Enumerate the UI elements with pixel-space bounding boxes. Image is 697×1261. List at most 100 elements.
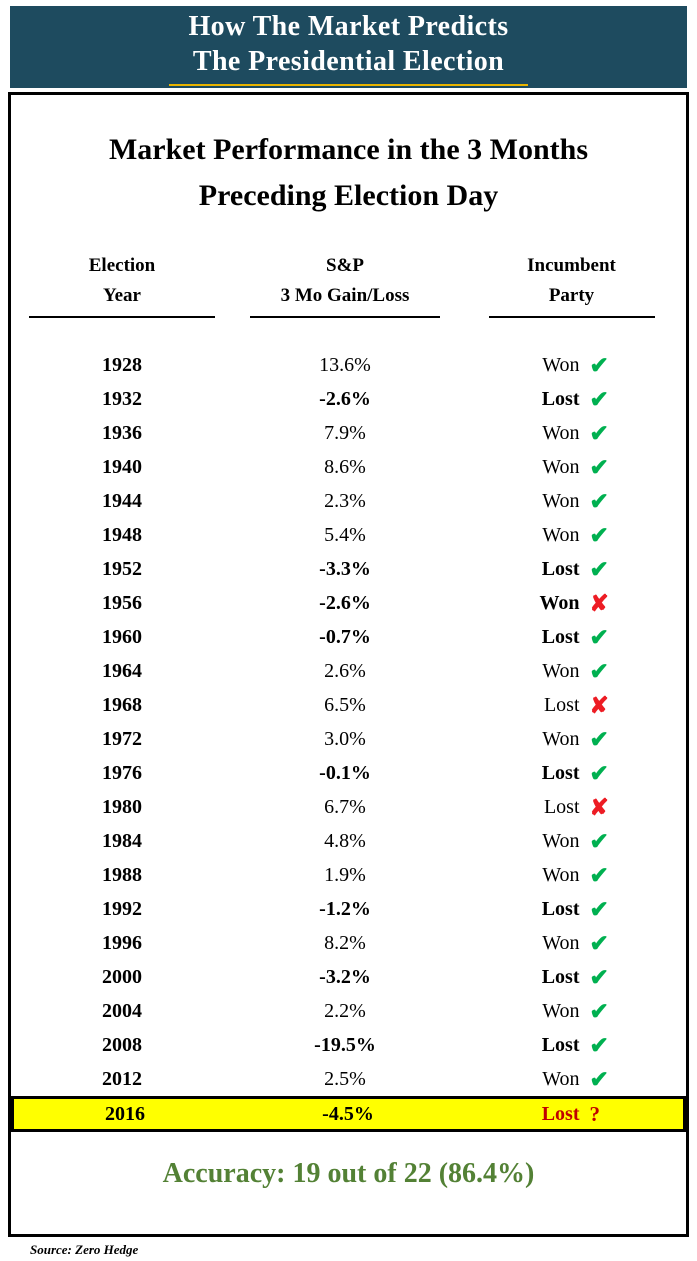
incumbent-result-label: Won [542,455,580,478]
header-sp-gain-loss: S&P 3 Mo Gain/Loss [233,251,457,318]
table-row: 1984 4.8% Won ✔ [11,824,686,858]
table-row: 2008 -19.5% Lost ✔ [11,1028,686,1062]
check-icon: ✔ [589,760,609,786]
incumbent-result-label: Won [542,489,580,512]
sp-gain-loss-cell: -3.3% [319,557,371,580]
question-icon: ? [589,1101,601,1126]
incumbent-result-label: Lost [541,557,580,580]
incumbent-result-label: Won [542,421,580,444]
chart-title-line-1: Market Performance in the 3 Months [108,133,589,166]
sp-gain-loss-cell: -19.5% [314,1033,376,1056]
check-icon: ✔ [589,896,609,922]
header-sp-line-1: S&P [326,255,364,276]
incumbent-result-label: Lost [541,897,580,920]
sp-gain-loss-cell: -3.2% [319,965,371,988]
check-icon: ✔ [589,658,609,684]
incumbent-result-label: Lost [541,387,580,410]
check-icon: ✔ [589,352,609,378]
source-credit: Source: Zero Hedge [30,1242,139,1257]
table-row: 1980 6.7% Lost ✘ [11,790,686,824]
incumbent-result-cell: Lost ✔ [457,388,686,411]
x-icon: ✘ [589,794,609,820]
sp-gain-loss-cell: 1.9% [324,863,366,886]
incumbent-result-cell: Won ✔ [457,830,686,853]
table-row: 1988 1.9% Won ✔ [11,858,686,892]
election-year-cell: 1992 [102,897,142,920]
incumbent-result-label: Lost [543,795,580,818]
incumbent-result-label: Won [542,727,580,750]
election-year-cell: 2004 [102,999,142,1022]
incumbent-result-cell: Lost ✔ [457,1034,686,1057]
header-incumbent-line-2: Party [548,285,595,306]
table-row: 1976 -0.1% Lost ✔ [11,756,686,790]
incumbent-result-cell: Lost ✔ [457,626,686,649]
check-icon: ✔ [589,930,609,956]
incumbent-result-cell: Won ✔ [457,932,686,955]
election-year-cell: 2012 [102,1067,142,1090]
check-icon: ✔ [589,420,609,446]
election-year-cell: 1964 [102,659,142,682]
table-row: 2016 -4.5% Lost? [11,1096,686,1132]
table-row: 1944 2.3% Won ✔ [11,484,686,518]
election-year-cell: 1928 [102,353,142,376]
table-row: 1960 -0.7% Lost ✔ [11,620,686,654]
incumbent-result-cell: Won ✔ [457,660,686,683]
election-year-cell: 1960 [102,625,142,648]
election-year-cell: 1944 [102,489,142,512]
sp-gain-loss-cell: 2.5% [324,1067,366,1090]
incumbent-result-label: Lost [543,693,580,716]
header-election-year: Election Year [11,251,233,318]
sp-gain-loss-cell: 5.4% [324,523,366,546]
election-year-cell: 1988 [102,863,142,886]
incumbent-result-cell: Won ✘ [457,592,686,615]
sp-gain-loss-cell: 6.5% [324,693,366,716]
header-incumbent-line-1: Incumbent [527,255,616,276]
election-year-cell: 1976 [102,761,142,784]
banner-line-1: How The Market Predicts [188,10,509,42]
incumbent-result-cell: Lost ✘ [457,694,686,717]
election-year-cell: 1996 [102,931,142,954]
sp-gain-loss-cell: 2.3% [324,489,366,512]
election-year-cell: 1968 [102,693,142,716]
incumbent-result-label: Lost [541,965,580,988]
incumbent-result-cell: Won ✔ [457,354,686,377]
header-underline [250,316,440,318]
incumbent-result-cell: Lost ✔ [457,762,686,785]
incumbent-result-cell: Won ✔ [457,524,686,547]
check-icon: ✔ [589,964,609,990]
table-row: 1972 3.0% Won ✔ [11,722,686,756]
check-icon: ✔ [589,998,609,1024]
table-header-row: Election Year S&P 3 Mo Gain/Loss Incumbe… [11,251,686,318]
incumbent-result-cell: Lost ✔ [457,966,686,989]
sp-gain-loss-cell: 8.6% [324,455,366,478]
check-icon: ✔ [589,488,609,514]
check-icon: ✔ [589,726,609,752]
check-icon: ✔ [589,454,609,480]
chart-title: Market Performance in the 3 Months Prece… [11,127,686,219]
table-row: 1928 13.6% Won ✔ [11,348,686,382]
sp-gain-loss-cell: 7.9% [324,421,366,444]
election-year-cell: 1936 [102,421,142,444]
incumbent-result-cell: Won ✔ [457,1000,686,1023]
check-icon: ✔ [589,1066,609,1092]
main-box: Market Performance in the 3 Months Prece… [8,92,689,1237]
check-icon: ✔ [589,522,609,548]
sp-gain-loss-cell: -0.7% [319,625,371,648]
election-year-cell: 2000 [102,965,142,988]
incumbent-result-label: Won [539,591,580,614]
election-year-cell: 1952 [102,557,142,580]
table-row: 1940 8.6% Won ✔ [11,450,686,484]
sp-gain-loss-cell: -2.6% [319,591,371,614]
table-row: 1948 5.4% Won ✔ [11,518,686,552]
incumbent-result-label: Won [542,999,580,1022]
incumbent-result-label: Won [542,353,580,376]
incumbent-result-label: Lost [541,761,580,784]
header-incumbent-party: Incumbent Party [457,251,686,318]
election-year-cell: 1940 [102,455,142,478]
sp-gain-loss-cell: -0.1% [319,761,371,784]
table-row: 2012 2.5% Won ✔ [11,1062,686,1096]
sp-gain-loss-cell: -1.2% [319,897,371,920]
sp-gain-loss-cell: -4.5% [322,1102,374,1125]
table-row: 1996 8.2% Won ✔ [11,926,686,960]
